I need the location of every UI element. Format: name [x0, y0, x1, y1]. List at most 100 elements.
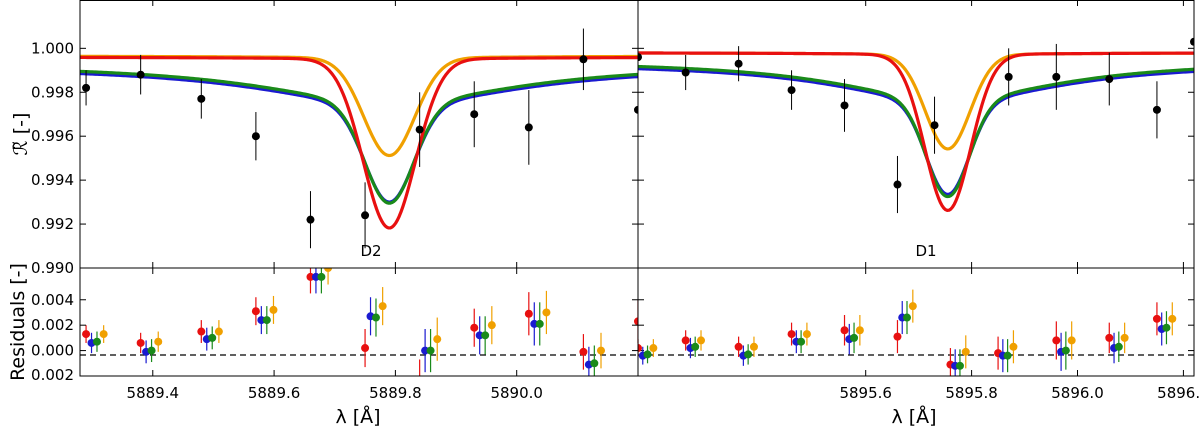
y-tick-label: 0.992	[31, 215, 74, 233]
residual-point	[269, 305, 278, 314]
observed-data-point	[306, 215, 315, 224]
y-tick-label: 1.000	[31, 39, 74, 57]
observed-data-point	[1004, 72, 1013, 81]
observed-data-point	[1105, 75, 1114, 84]
observed-data-point	[251, 132, 260, 141]
residual-point	[214, 327, 223, 336]
residual-point	[643, 350, 652, 359]
residual-point	[426, 346, 435, 355]
residual-point	[840, 326, 849, 335]
observed-data-point	[638, 53, 642, 62]
residual-point	[82, 330, 91, 339]
model-curve-2	[80, 69, 638, 205]
residual-point	[470, 323, 479, 332]
model-curve-2	[638, 64, 1194, 199]
x-tick-label: 5889.4	[127, 384, 180, 402]
residual-point	[154, 337, 163, 346]
top-left-axes-frame	[79, 0, 639, 269]
x-axis-label-right: λ [Å]	[891, 405, 936, 428]
residual-point	[99, 330, 108, 339]
observed-data-point	[197, 94, 206, 103]
residual-point	[524, 309, 533, 318]
observed-data-point	[361, 211, 370, 220]
d1-spectrum-panel: D1	[638, 0, 1194, 268]
d1-line-label: D1	[915, 242, 936, 260]
residual-point	[147, 346, 156, 355]
observed-data-point	[470, 110, 479, 119]
bottom-right-axes-frame	[637, 267, 1195, 377]
residual-point	[749, 342, 758, 351]
model-curve-3	[80, 55, 638, 230]
residual-point	[487, 321, 496, 330]
residual-point	[734, 342, 743, 351]
residual-point	[1114, 342, 1123, 351]
y-axis-label-residuals: Residuals [-]	[7, 263, 29, 381]
observed-data-point	[734, 59, 743, 68]
d2-line-label: D2	[360, 242, 381, 260]
observed-data-point	[82, 83, 91, 92]
x-tick-label: 5889.6	[248, 384, 301, 402]
residual-point	[744, 350, 753, 359]
residual-point	[1152, 314, 1161, 323]
observed-data-point	[634, 105, 638, 114]
residual-point	[1061, 346, 1070, 355]
residual-point	[251, 307, 260, 316]
residual-point	[797, 337, 806, 346]
observed-data-point	[893, 180, 902, 189]
observed-data-point	[1152, 105, 1161, 114]
y-tick-label: 0.998	[31, 83, 74, 101]
residual-point	[649, 344, 658, 353]
observed-data-point	[840, 101, 849, 110]
residual-point	[1067, 336, 1076, 345]
y-axis-label-spectrum: ℛ̃ [-]	[10, 113, 32, 156]
x-tick-label: 5895.6	[839, 384, 892, 402]
residual-point	[902, 313, 911, 322]
residual-point	[961, 347, 970, 356]
y-tick-label: 0.990	[31, 259, 74, 277]
model-curve-1	[80, 71, 638, 204]
residual-point	[634, 317, 638, 326]
x-tick-label: 5890.0	[490, 384, 543, 402]
x-axis-label-left: λ [Å]	[335, 405, 380, 428]
residual-point	[681, 336, 690, 345]
residual-point	[324, 268, 333, 272]
y-tick-label: 0.002	[31, 316, 74, 334]
d2-spectrum-panel: 0.990 0.992 0.994 0.996 0.998 1.000 D2	[31, 0, 1194, 277]
residual-point	[535, 319, 544, 328]
residual-point	[855, 326, 864, 335]
observed-data-point	[1190, 37, 1194, 46]
observed-data-point	[1052, 72, 1061, 81]
residual-point	[317, 272, 326, 281]
residual-point	[908, 302, 917, 311]
residual-point	[262, 316, 271, 325]
observed-data-point	[579, 55, 588, 64]
residual-point	[802, 330, 811, 339]
observed-data-point	[787, 86, 796, 95]
model-curve-0	[638, 51, 1194, 151]
y-tick-label: 0.996	[31, 127, 74, 145]
observed-data-point	[415, 125, 424, 134]
d1-residuals-panel: 5895.6 5895.8 5896.0 5896.2	[638, 268, 1200, 402]
y-tick-label: 0.002	[31, 366, 74, 384]
residual-point	[893, 332, 902, 341]
top-right-axes-frame	[637, 0, 1195, 269]
residual-point	[597, 346, 606, 355]
residual-point	[697, 336, 706, 345]
residual-point	[638, 344, 642, 353]
residual-point	[1120, 333, 1129, 342]
residual-point	[361, 344, 370, 353]
residual-point	[378, 302, 387, 311]
x-tick-label: 5896.0	[1051, 384, 1104, 402]
y-tick-label: 0.994	[31, 171, 74, 189]
residual-point	[1009, 342, 1018, 351]
residual-point	[481, 331, 490, 340]
x-tick-label: 5896.2	[1157, 384, 1200, 402]
residual-point	[433, 335, 442, 344]
residual-point	[1162, 323, 1171, 332]
residual-point	[208, 333, 217, 342]
residual-point	[691, 342, 700, 351]
y-tick-label: 0.004	[31, 291, 74, 309]
residual-point	[955, 361, 964, 370]
residual-point	[787, 330, 796, 339]
